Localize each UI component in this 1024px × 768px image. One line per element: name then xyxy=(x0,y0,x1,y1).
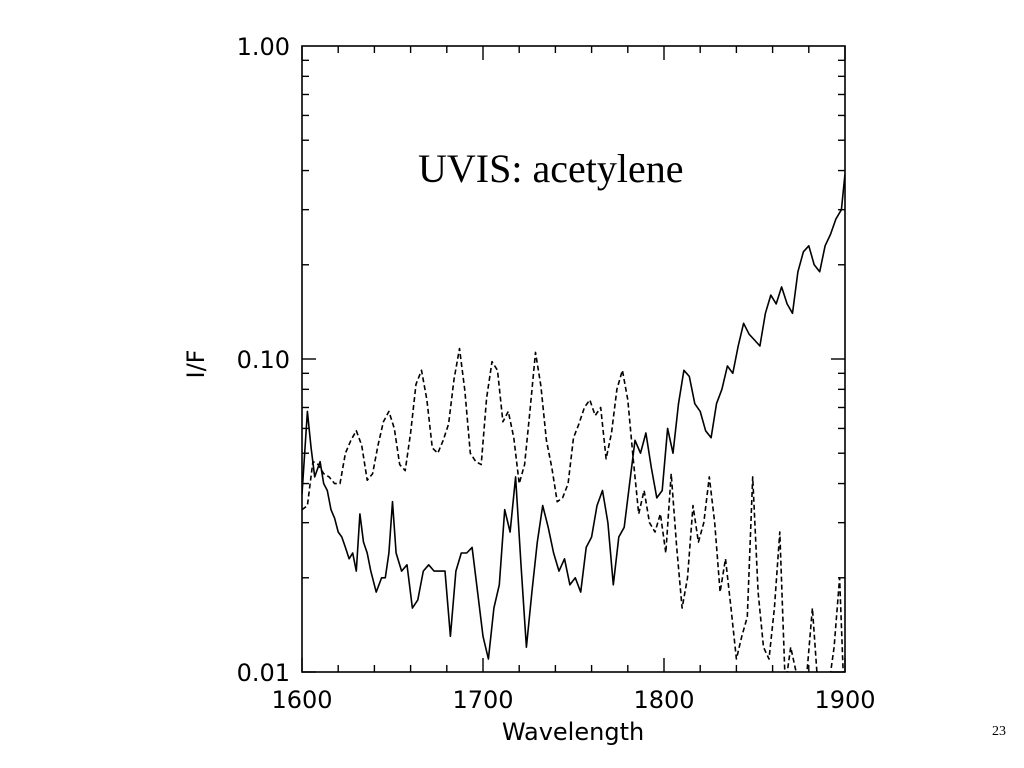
x-tick-label: 1700 xyxy=(452,686,513,714)
series-line-solid xyxy=(302,173,845,660)
y-tick-label: 1.00 xyxy=(237,33,290,61)
chart-annotation: UVIS: acetylene xyxy=(418,146,683,191)
x-tick-label: 1600 xyxy=(271,686,332,714)
page-number: 23 xyxy=(992,724,1006,739)
x-tick-label: 1800 xyxy=(633,686,694,714)
series-layer xyxy=(302,173,845,672)
y-axis-title: I/F xyxy=(182,350,210,379)
x-axis-title: Wavelength xyxy=(502,718,644,746)
y-tick-label: 0.01 xyxy=(237,659,290,687)
axis-layer: 1600 1700 1800 1900 0.01 0.10 1.00 xyxy=(237,33,876,714)
x-tick-label: 1900 xyxy=(814,686,875,714)
y-tick-label: 0.10 xyxy=(237,346,290,374)
series-line-dashed xyxy=(302,347,844,672)
